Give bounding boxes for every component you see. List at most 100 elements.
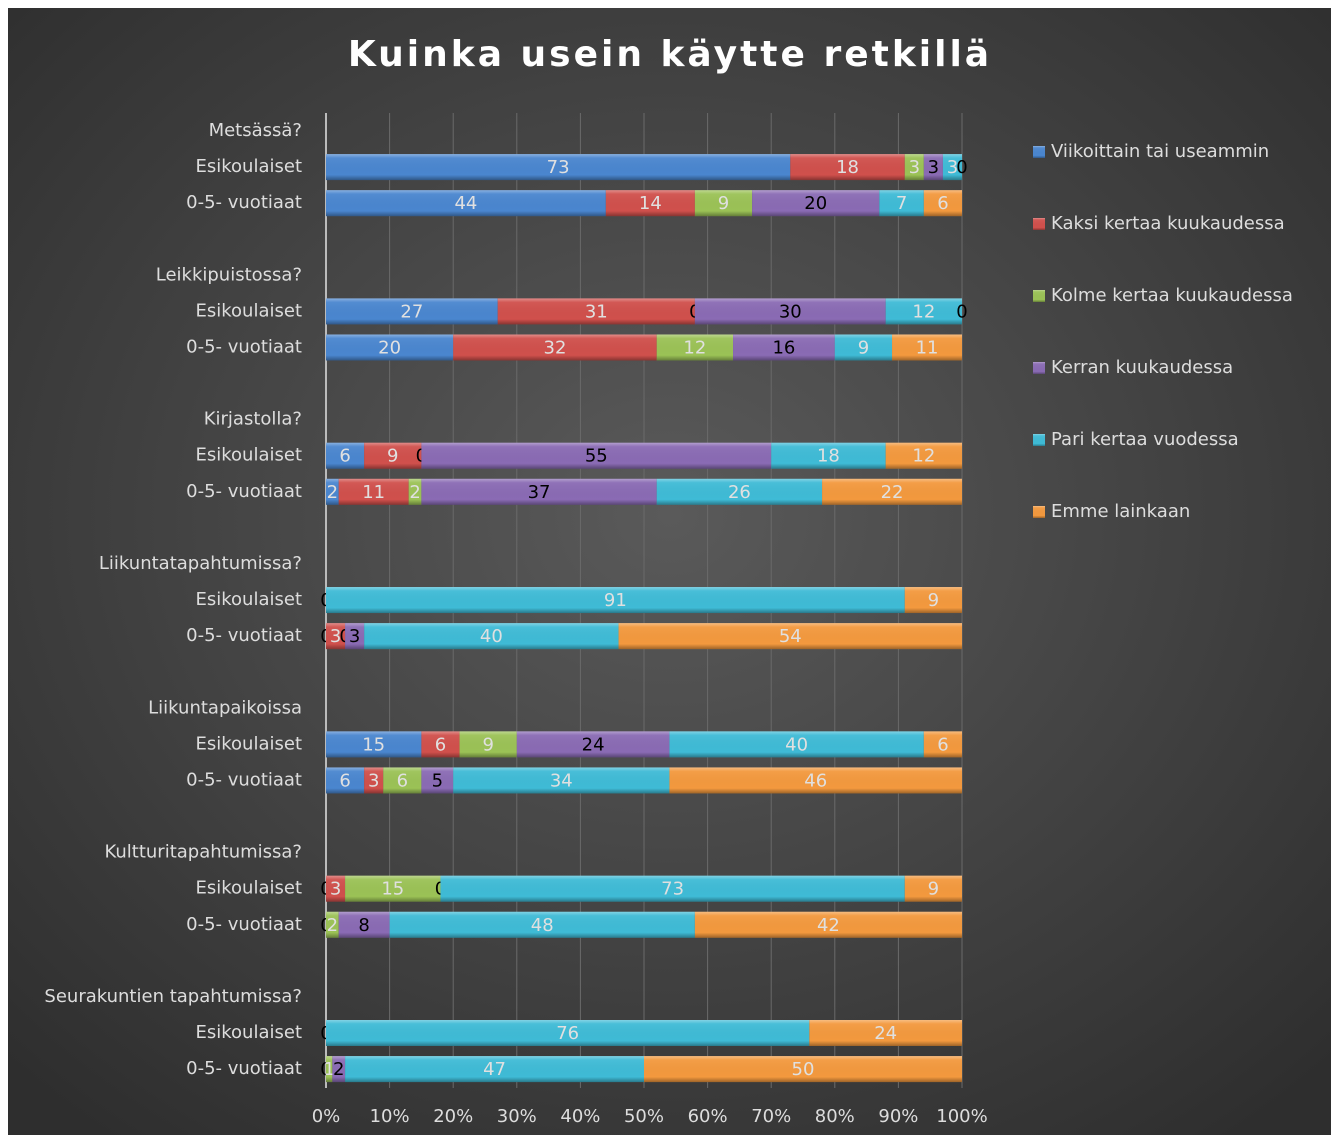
data-label: 12	[912, 446, 935, 467]
bar-shine	[694, 190, 753, 217]
bar-shine	[389, 911, 695, 938]
data-label: 3	[947, 157, 958, 178]
data-label: 22	[881, 482, 904, 503]
bar-shine	[326, 911, 339, 938]
bar-shine	[605, 190, 695, 217]
bar-shine	[904, 154, 924, 181]
bar-shine	[364, 442, 422, 469]
data-label: 14	[639, 193, 662, 214]
y-tick-label: Esikoulaiset	[196, 878, 303, 899]
data-label: 9	[928, 879, 939, 900]
x-tick-label: 70%	[751, 1106, 791, 1127]
bar-shine	[733, 334, 835, 361]
legend-label: Viikoittain tai useammin	[1051, 141, 1269, 162]
data-label: 50	[792, 1059, 815, 1080]
bar-shine	[923, 154, 943, 181]
bar-shine	[326, 190, 606, 217]
bar-shine	[618, 623, 962, 650]
data-label: 55	[585, 446, 608, 467]
bar-shine	[345, 875, 441, 902]
bar-shine	[326, 587, 905, 614]
bar-shine	[923, 190, 962, 217]
bar-shine	[332, 1056, 346, 1083]
data-label: 46	[804, 770, 827, 791]
bar-shine	[656, 478, 823, 505]
y-tick-label: Metsässä?	[209, 120, 302, 141]
x-tick-label: 20%	[433, 1106, 473, 1127]
bar-shine	[771, 442, 886, 469]
data-label: 47	[483, 1059, 506, 1080]
y-tick-label: Kultturitapahtumissa?	[104, 842, 302, 863]
y-tick-label: Kirjastolla?	[204, 409, 302, 430]
legend-swatch-shine	[1033, 290, 1045, 302]
legend-label: Kerran kuukaudessa	[1051, 357, 1233, 378]
x-tick-label: 0%	[312, 1106, 341, 1127]
data-label: 9	[858, 337, 869, 358]
data-label: 37	[528, 482, 551, 503]
data-label: 8	[358, 915, 369, 936]
bar-shine	[364, 623, 619, 650]
legend-swatch-shine	[1033, 506, 1045, 518]
bar-shine	[879, 190, 924, 217]
data-label: 73	[547, 157, 570, 178]
bar-shine	[790, 154, 905, 181]
bar-shine	[326, 767, 365, 794]
data-label: 15	[381, 879, 404, 900]
bar-shine	[326, 334, 454, 361]
legend-swatch-shine	[1033, 434, 1045, 446]
bar-shine	[383, 767, 422, 794]
bar-shine	[345, 623, 365, 650]
y-tick-label: Esikoulaiset	[196, 156, 303, 177]
data-label: 42	[817, 915, 840, 936]
data-label: 20	[378, 337, 401, 358]
data-label: 31	[585, 301, 608, 322]
bar-shine	[904, 587, 962, 614]
x-tick-label: 10%	[370, 1106, 410, 1127]
data-label: 18	[817, 446, 840, 467]
bar-shine	[644, 1056, 962, 1083]
data-label: 15	[362, 734, 385, 755]
y-tick-label: Esikoulaiset	[196, 1022, 303, 1043]
y-tick-label: 0-5- vuotiaat	[186, 914, 302, 935]
data-label: 3	[928, 157, 939, 178]
y-tick-label: 0-5- vuotiaat	[186, 625, 302, 646]
data-label: 12	[912, 301, 935, 322]
data-label: 11	[916, 337, 939, 358]
data-label: 6	[397, 770, 408, 791]
data-label: 91	[604, 590, 627, 611]
data-label: 16	[772, 337, 795, 358]
x-tick-label: 30%	[497, 1106, 537, 1127]
data-label: 6	[339, 446, 350, 467]
x-tick-label: 80%	[815, 1106, 855, 1127]
legend-label: Kolme kertaa kuukaudessa	[1051, 285, 1293, 306]
data-label: 18	[836, 157, 859, 178]
data-label: 48	[531, 915, 554, 936]
data-label: 6	[937, 734, 948, 755]
x-tick-label: 90%	[878, 1106, 918, 1127]
data-label: 6	[339, 770, 350, 791]
bar-shine	[326, 1056, 333, 1083]
data-label: 0	[956, 157, 967, 178]
data-label: 3	[909, 157, 920, 178]
bar-shine	[421, 478, 657, 505]
bar-shine	[338, 911, 390, 938]
data-label: 20	[804, 193, 827, 214]
bar-shine	[923, 731, 962, 758]
bar-shine	[326, 442, 365, 469]
x-tick-label: 100%	[936, 1106, 987, 1127]
bar-shine	[326, 478, 339, 505]
legend-swatch-shine	[1033, 362, 1045, 374]
bar-shine	[752, 190, 880, 217]
bar-shine	[421, 442, 772, 469]
y-tick-label: Esikoulaiset	[196, 589, 303, 610]
y-tick-label: Leikkipuistossa?	[156, 264, 302, 285]
data-label: 32	[544, 337, 567, 358]
data-label: 6	[435, 734, 446, 755]
bar-shine	[326, 1020, 810, 1046]
bar-shine	[497, 298, 695, 325]
bar-shine	[834, 334, 893, 361]
data-label: 3	[349, 626, 360, 647]
bar-shine	[694, 298, 886, 325]
data-label: 73	[661, 879, 684, 900]
